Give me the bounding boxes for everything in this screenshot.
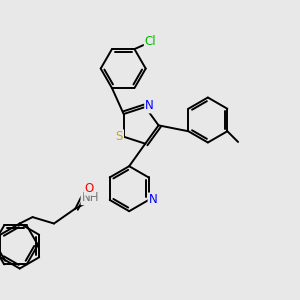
Text: Cl: Cl [145, 35, 156, 48]
Text: NH: NH [82, 191, 99, 204]
Text: N: N [145, 99, 154, 112]
Text: O: O [85, 182, 94, 195]
Text: S: S [116, 130, 123, 143]
Text: N: N [148, 194, 157, 206]
